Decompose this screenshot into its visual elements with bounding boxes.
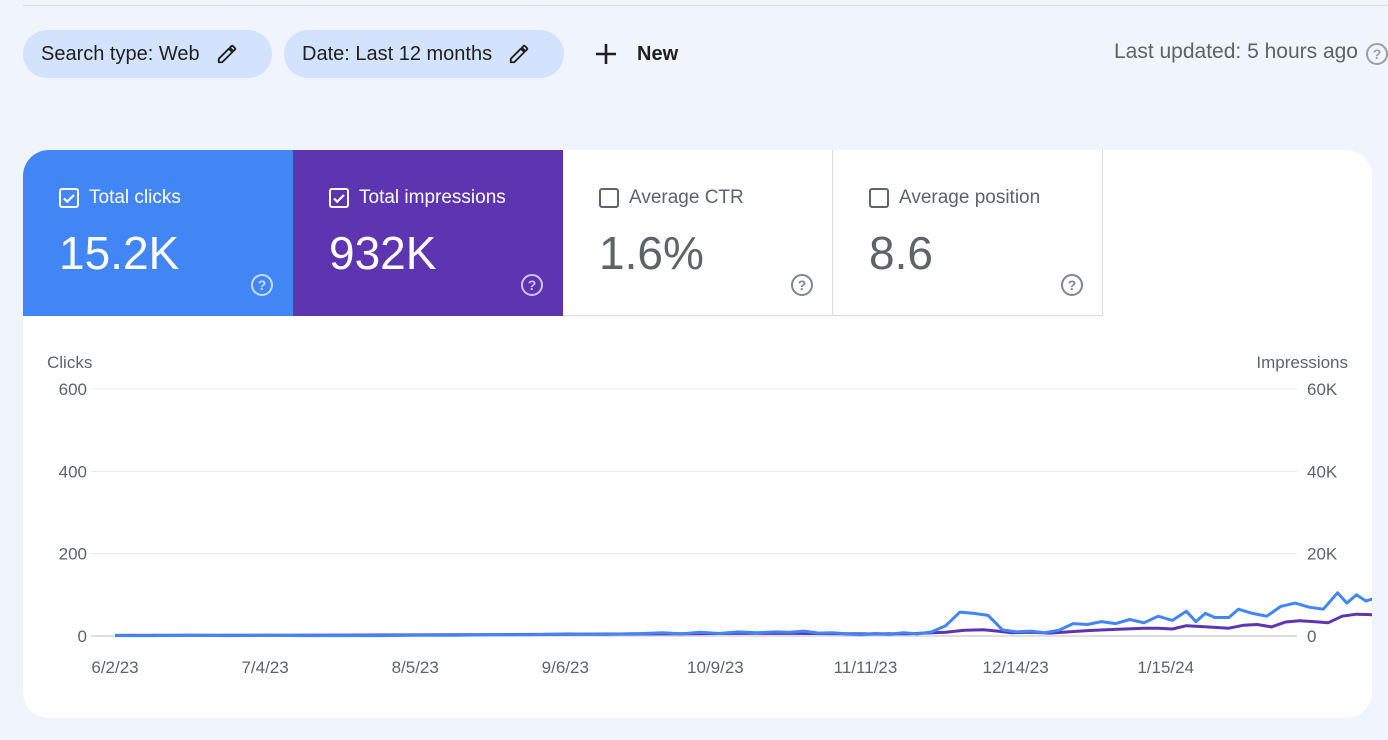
edit-pencil-icon: [509, 44, 529, 64]
metric-label: Average position: [899, 187, 1041, 208]
checkbox-checked-icon[interactable]: [329, 188, 349, 208]
help-icon[interactable]: ?: [1365, 42, 1388, 66]
new-filter-button[interactable]: New: [594, 30, 678, 78]
y-left-tick-label: 400: [59, 462, 87, 481]
help-icon[interactable]: ?: [1060, 273, 1084, 297]
y-left-tick-label: 600: [59, 380, 87, 399]
x-tick-label: 10/9/23: [687, 658, 744, 677]
help-icon[interactable]: ?: [790, 273, 814, 297]
edit-pencil-icon: [217, 44, 236, 64]
checkbox-checked-icon[interactable]: [59, 188, 79, 208]
date-filter-chip[interactable]: Date: Last 12 months: [284, 30, 564, 78]
x-tick-label: 9/6/23: [542, 658, 589, 677]
search-type-filter-chip[interactable]: Search type: Web: [23, 30, 272, 78]
y-left-tick-label: 200: [59, 545, 87, 564]
y-axis-right-title: Impressions: [1256, 353, 1348, 372]
metric-value: 1.6%: [599, 227, 704, 279]
svg-text:?: ?: [528, 277, 537, 293]
last-updated-text: Last updated: 5 hours ago: [1113, 40, 1358, 63]
y-axis-left-title: Clicks: [47, 353, 92, 372]
y-right-tick-label: 20K: [1307, 545, 1338, 564]
plus-icon: [596, 44, 616, 64]
new-filter-label: New: [637, 42, 679, 65]
y-right-tick-label: 60K: [1307, 380, 1338, 399]
metric-average-position[interactable]: Average position 8.6 ?: [833, 150, 1103, 316]
x-tick-label: 12/14/23: [983, 658, 1049, 677]
x-tick-label: 11/11/23: [834, 658, 898, 677]
metric-value: 8.6: [869, 227, 933, 279]
y-right-tick-label: 40K: [1307, 462, 1338, 481]
x-tick-label: 8/5/23: [392, 658, 439, 677]
metric-label: Total clicks: [89, 187, 181, 208]
help-icon[interactable]: ?: [250, 273, 274, 297]
metric-value: 15.2K: [59, 227, 180, 279]
x-tick-label: 7/4/23: [241, 658, 288, 677]
metric-value: 932K: [329, 227, 437, 279]
metric-label: Average CTR: [629, 187, 744, 208]
x-tick-label: 6/2/23: [91, 658, 138, 677]
svg-text:?: ?: [1373, 46, 1382, 62]
top-divider: [23, 5, 1388, 6]
metric-total-clicks[interactable]: Total clicks 15.2K ?: [23, 150, 293, 316]
series-line-clicks: [115, 591, 1372, 638]
metric-average-ctr[interactable]: Average CTR 1.6% ?: [563, 150, 833, 316]
svg-text:?: ?: [798, 277, 807, 293]
metric-label: Total impressions: [359, 187, 506, 208]
metric-total-impressions[interactable]: Total impressions 932K ?: [293, 150, 563, 316]
help-icon[interactable]: ?: [520, 273, 544, 297]
y-left-tick-label: 0: [78, 627, 87, 646]
performance-card: Total clicks 15.2K ? Total impressions 9…: [23, 150, 1372, 718]
date-filter-label: Date: Last 12 months: [302, 42, 493, 65]
y-right-tick-label: 0: [1307, 627, 1316, 646]
svg-text:?: ?: [1068, 277, 1077, 293]
search-type-label: Search type: Web: [41, 42, 200, 65]
x-tick-label: 1/15/24: [1137, 658, 1194, 677]
checkbox-unchecked-icon[interactable]: [599, 188, 619, 208]
checkbox-unchecked-icon[interactable]: [869, 188, 889, 208]
svg-text:?: ?: [258, 277, 267, 293]
